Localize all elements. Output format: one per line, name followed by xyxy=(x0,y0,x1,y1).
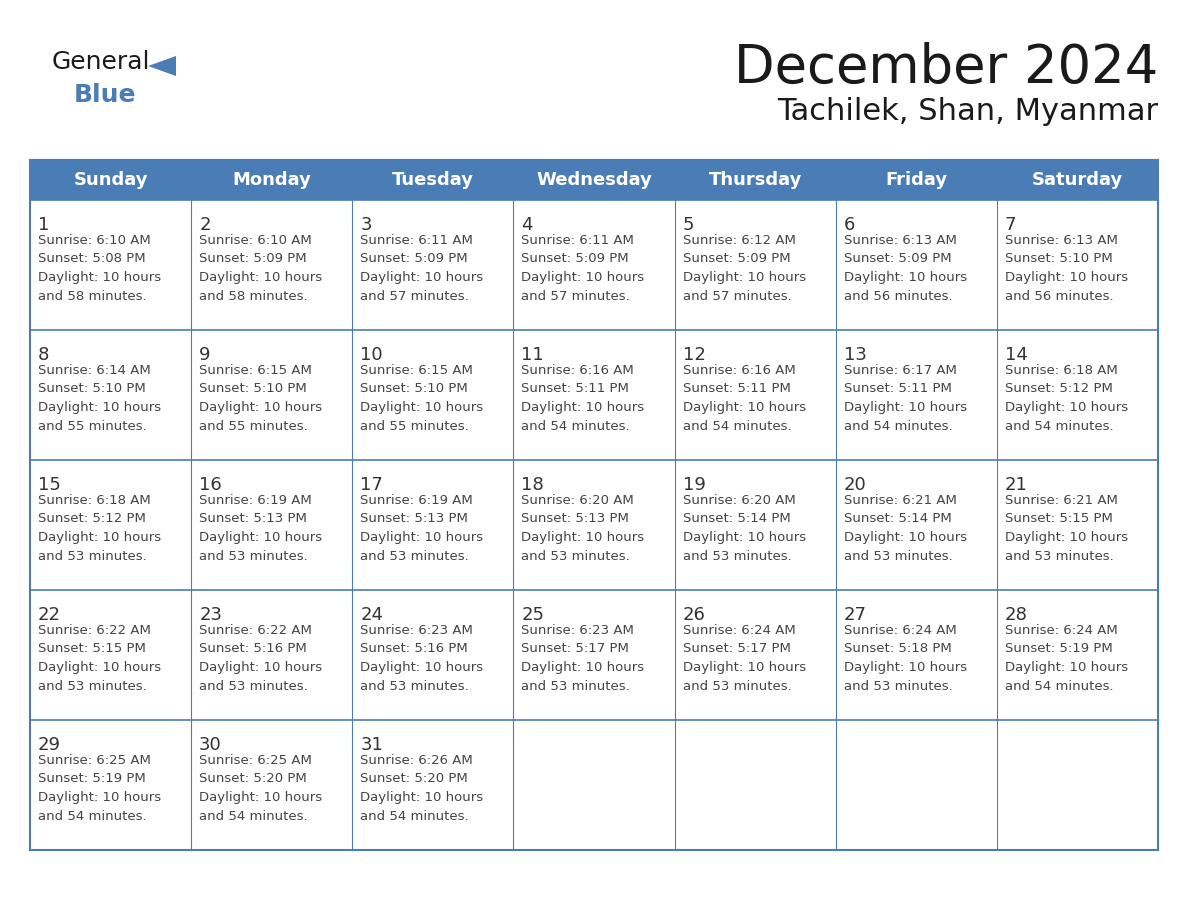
Text: Sunrise: 6:11 AM
Sunset: 5:09 PM
Daylight: 10 hours
and 57 minutes.: Sunrise: 6:11 AM Sunset: 5:09 PM Dayligh… xyxy=(360,234,484,303)
Text: Friday: Friday xyxy=(885,171,947,189)
Text: Sunrise: 6:10 AM
Sunset: 5:08 PM
Daylight: 10 hours
and 58 minutes.: Sunrise: 6:10 AM Sunset: 5:08 PM Dayligh… xyxy=(38,234,162,303)
Text: 24: 24 xyxy=(360,606,384,624)
Text: 10: 10 xyxy=(360,346,383,364)
Text: Tuesday: Tuesday xyxy=(392,171,474,189)
Bar xyxy=(513,160,675,200)
Text: 21: 21 xyxy=(1005,476,1028,494)
Text: 2: 2 xyxy=(200,216,210,234)
Text: Monday: Monday xyxy=(233,171,311,189)
Text: Sunrise: 6:24 AM
Sunset: 5:19 PM
Daylight: 10 hours
and 54 minutes.: Sunrise: 6:24 AM Sunset: 5:19 PM Dayligh… xyxy=(1005,624,1127,692)
Text: 13: 13 xyxy=(843,346,866,364)
Text: Sunrise: 6:12 AM
Sunset: 5:09 PM
Daylight: 10 hours
and 57 minutes.: Sunrise: 6:12 AM Sunset: 5:09 PM Dayligh… xyxy=(683,234,805,303)
Text: Sunrise: 6:13 AM
Sunset: 5:09 PM
Daylight: 10 hours
and 56 minutes.: Sunrise: 6:13 AM Sunset: 5:09 PM Dayligh… xyxy=(843,234,967,303)
Text: Sunrise: 6:21 AM
Sunset: 5:14 PM
Daylight: 10 hours
and 53 minutes.: Sunrise: 6:21 AM Sunset: 5:14 PM Dayligh… xyxy=(843,494,967,563)
Text: 4: 4 xyxy=(522,216,533,234)
Bar xyxy=(353,160,513,200)
Text: Sunrise: 6:19 AM
Sunset: 5:13 PM
Daylight: 10 hours
and 53 minutes.: Sunrise: 6:19 AM Sunset: 5:13 PM Dayligh… xyxy=(200,494,322,563)
Text: 19: 19 xyxy=(683,476,706,494)
Text: Sunrise: 6:25 AM
Sunset: 5:19 PM
Daylight: 10 hours
and 54 minutes.: Sunrise: 6:25 AM Sunset: 5:19 PM Dayligh… xyxy=(38,754,162,823)
Polygon shape xyxy=(148,56,176,76)
Text: 5: 5 xyxy=(683,216,694,234)
Text: Sunrise: 6:24 AM
Sunset: 5:18 PM
Daylight: 10 hours
and 53 minutes.: Sunrise: 6:24 AM Sunset: 5:18 PM Dayligh… xyxy=(843,624,967,692)
Text: 28: 28 xyxy=(1005,606,1028,624)
Text: Sunrise: 6:18 AM
Sunset: 5:12 PM
Daylight: 10 hours
and 53 minutes.: Sunrise: 6:18 AM Sunset: 5:12 PM Dayligh… xyxy=(38,494,162,563)
Text: Sunrise: 6:11 AM
Sunset: 5:09 PM
Daylight: 10 hours
and 57 minutes.: Sunrise: 6:11 AM Sunset: 5:09 PM Dayligh… xyxy=(522,234,645,303)
Text: 11: 11 xyxy=(522,346,544,364)
Text: Sunrise: 6:22 AM
Sunset: 5:15 PM
Daylight: 10 hours
and 53 minutes.: Sunrise: 6:22 AM Sunset: 5:15 PM Dayligh… xyxy=(38,624,162,692)
Text: 1: 1 xyxy=(38,216,50,234)
Text: 16: 16 xyxy=(200,476,222,494)
Text: 15: 15 xyxy=(38,476,61,494)
Text: 31: 31 xyxy=(360,736,384,754)
Text: Sunrise: 6:20 AM
Sunset: 5:13 PM
Daylight: 10 hours
and 53 minutes.: Sunrise: 6:20 AM Sunset: 5:13 PM Dayligh… xyxy=(522,494,645,563)
Text: Sunrise: 6:25 AM
Sunset: 5:20 PM
Daylight: 10 hours
and 54 minutes.: Sunrise: 6:25 AM Sunset: 5:20 PM Dayligh… xyxy=(200,754,322,823)
Bar xyxy=(835,160,997,200)
Text: Sunrise: 6:24 AM
Sunset: 5:17 PM
Daylight: 10 hours
and 53 minutes.: Sunrise: 6:24 AM Sunset: 5:17 PM Dayligh… xyxy=(683,624,805,692)
Text: 20: 20 xyxy=(843,476,866,494)
Text: Sunrise: 6:10 AM
Sunset: 5:09 PM
Daylight: 10 hours
and 58 minutes.: Sunrise: 6:10 AM Sunset: 5:09 PM Dayligh… xyxy=(200,234,322,303)
Text: 25: 25 xyxy=(522,606,544,624)
Text: 7: 7 xyxy=(1005,216,1017,234)
Text: 30: 30 xyxy=(200,736,222,754)
Bar xyxy=(191,160,353,200)
Text: Sunrise: 6:23 AM
Sunset: 5:16 PM
Daylight: 10 hours
and 53 minutes.: Sunrise: 6:23 AM Sunset: 5:16 PM Dayligh… xyxy=(360,624,484,692)
Text: Sunrise: 6:18 AM
Sunset: 5:12 PM
Daylight: 10 hours
and 54 minutes.: Sunrise: 6:18 AM Sunset: 5:12 PM Dayligh… xyxy=(1005,364,1127,432)
Text: December 2024: December 2024 xyxy=(734,42,1158,94)
Text: 29: 29 xyxy=(38,736,61,754)
Text: Sunrise: 6:21 AM
Sunset: 5:15 PM
Daylight: 10 hours
and 53 minutes.: Sunrise: 6:21 AM Sunset: 5:15 PM Dayligh… xyxy=(1005,494,1127,563)
Text: Blue: Blue xyxy=(74,83,137,107)
Text: Sunrise: 6:14 AM
Sunset: 5:10 PM
Daylight: 10 hours
and 55 minutes.: Sunrise: 6:14 AM Sunset: 5:10 PM Dayligh… xyxy=(38,364,162,432)
Text: 3: 3 xyxy=(360,216,372,234)
Text: Sunrise: 6:26 AM
Sunset: 5:20 PM
Daylight: 10 hours
and 54 minutes.: Sunrise: 6:26 AM Sunset: 5:20 PM Dayligh… xyxy=(360,754,484,823)
Text: 12: 12 xyxy=(683,346,706,364)
Text: Saturday: Saturday xyxy=(1032,171,1123,189)
Text: Sunrise: 6:17 AM
Sunset: 5:11 PM
Daylight: 10 hours
and 54 minutes.: Sunrise: 6:17 AM Sunset: 5:11 PM Dayligh… xyxy=(843,364,967,432)
Text: Sunday: Sunday xyxy=(74,171,147,189)
Text: General: General xyxy=(52,50,151,74)
Bar xyxy=(30,160,1158,850)
Bar xyxy=(30,160,191,200)
Text: Thursday: Thursday xyxy=(708,171,802,189)
Text: 27: 27 xyxy=(843,606,867,624)
Text: 17: 17 xyxy=(360,476,384,494)
Text: Sunrise: 6:13 AM
Sunset: 5:10 PM
Daylight: 10 hours
and 56 minutes.: Sunrise: 6:13 AM Sunset: 5:10 PM Dayligh… xyxy=(1005,234,1127,303)
Text: Sunrise: 6:16 AM
Sunset: 5:11 PM
Daylight: 10 hours
and 54 minutes.: Sunrise: 6:16 AM Sunset: 5:11 PM Dayligh… xyxy=(683,364,805,432)
Text: 23: 23 xyxy=(200,606,222,624)
Text: Sunrise: 6:16 AM
Sunset: 5:11 PM
Daylight: 10 hours
and 54 minutes.: Sunrise: 6:16 AM Sunset: 5:11 PM Dayligh… xyxy=(522,364,645,432)
Bar xyxy=(997,160,1158,200)
Text: 22: 22 xyxy=(38,606,61,624)
Text: Sunrise: 6:15 AM
Sunset: 5:10 PM
Daylight: 10 hours
and 55 minutes.: Sunrise: 6:15 AM Sunset: 5:10 PM Dayligh… xyxy=(360,364,484,432)
Text: 9: 9 xyxy=(200,346,210,364)
Text: 6: 6 xyxy=(843,216,855,234)
Text: Sunrise: 6:23 AM
Sunset: 5:17 PM
Daylight: 10 hours
and 53 minutes.: Sunrise: 6:23 AM Sunset: 5:17 PM Dayligh… xyxy=(522,624,645,692)
Text: 14: 14 xyxy=(1005,346,1028,364)
Text: Sunrise: 6:22 AM
Sunset: 5:16 PM
Daylight: 10 hours
and 53 minutes.: Sunrise: 6:22 AM Sunset: 5:16 PM Dayligh… xyxy=(200,624,322,692)
Text: Wednesday: Wednesday xyxy=(536,171,652,189)
Text: 8: 8 xyxy=(38,346,50,364)
Text: 18: 18 xyxy=(522,476,544,494)
Text: 26: 26 xyxy=(683,606,706,624)
Text: Sunrise: 6:20 AM
Sunset: 5:14 PM
Daylight: 10 hours
and 53 minutes.: Sunrise: 6:20 AM Sunset: 5:14 PM Dayligh… xyxy=(683,494,805,563)
Text: Sunrise: 6:15 AM
Sunset: 5:10 PM
Daylight: 10 hours
and 55 minutes.: Sunrise: 6:15 AM Sunset: 5:10 PM Dayligh… xyxy=(200,364,322,432)
Text: Tachilek, Shan, Myanmar: Tachilek, Shan, Myanmar xyxy=(777,97,1158,127)
Bar xyxy=(675,160,835,200)
Text: Sunrise: 6:19 AM
Sunset: 5:13 PM
Daylight: 10 hours
and 53 minutes.: Sunrise: 6:19 AM Sunset: 5:13 PM Dayligh… xyxy=(360,494,484,563)
